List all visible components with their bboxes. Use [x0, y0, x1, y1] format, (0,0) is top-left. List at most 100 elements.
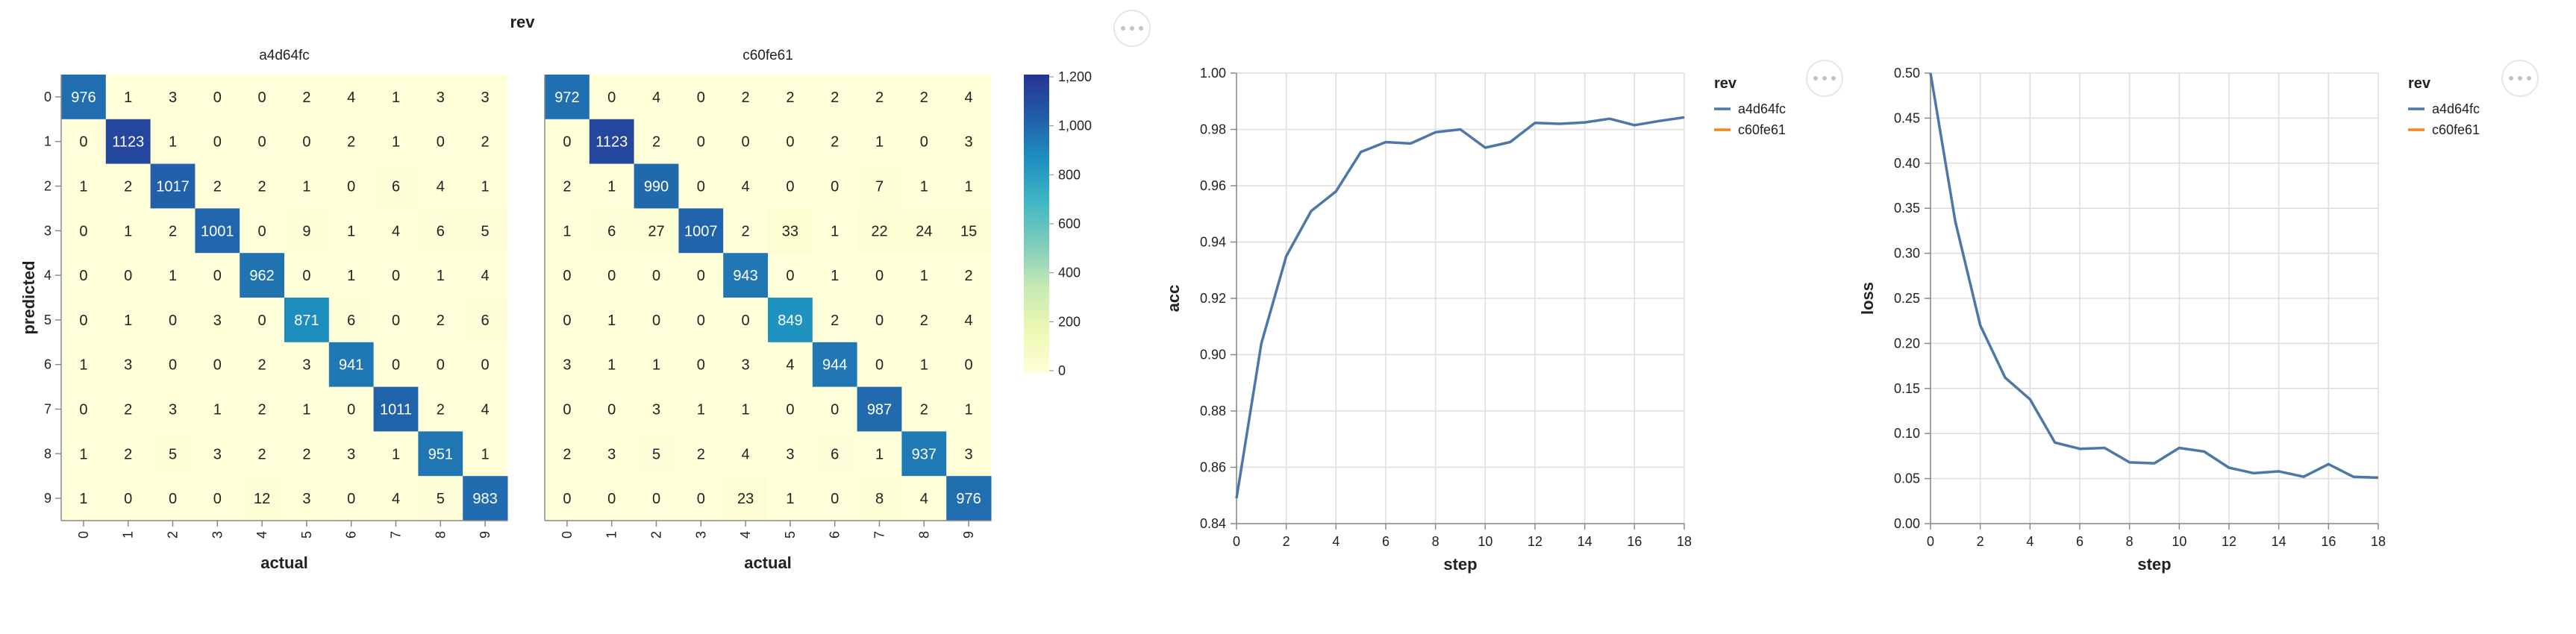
heatmap-cell [284, 386, 330, 432]
heatmap-cell [634, 342, 679, 388]
heatmap-cell [373, 431, 419, 477]
facet-title: a4d64fc [259, 48, 310, 63]
y-axis-title: acc [1164, 285, 1183, 313]
x-tick-label: 6 [344, 531, 359, 539]
acc-more-button[interactable] [1806, 60, 1843, 97]
y-tick-label: 0.15 [1894, 381, 1920, 396]
heatmap-cell [678, 119, 724, 165]
x-tick-label: 8 [2126, 534, 2133, 549]
heatmap-cell [857, 119, 902, 165]
heatmap-cell [463, 298, 508, 343]
heatmap-cell [901, 431, 947, 477]
cell-value-label: 0 [831, 402, 839, 418]
heatmap-cell [328, 476, 375, 521]
x-tick-label: 0 [560, 531, 575, 539]
heatmap-cell [284, 476, 330, 521]
heatmap-cell [634, 208, 679, 254]
heatmap-cell [946, 75, 992, 120]
cell-value-label: 24 [916, 223, 932, 239]
heatmap-cell [463, 75, 508, 120]
heatmap-cell [150, 75, 196, 120]
loss-more-button[interactable] [2501, 60, 2539, 97]
cell-value-label: 0 [786, 179, 794, 195]
cell-value-label: 1 [831, 268, 839, 284]
heatmap-cell [589, 119, 635, 165]
heatmap-cell [373, 476, 419, 521]
cell-value-label: 2 [169, 223, 177, 239]
heatmap-cell [545, 163, 590, 209]
x-tick-label: 2 [166, 531, 181, 539]
cell-value-label: 4 [965, 313, 973, 329]
cell-value-label: 941 [339, 357, 363, 374]
cell-value-label: 4 [392, 491, 400, 507]
legend-label: a4d64fc [1738, 101, 1786, 116]
y-tick-label: 0.96 [1200, 178, 1226, 193]
heatmap-cell [328, 208, 375, 254]
heatmap-cell [105, 386, 151, 432]
cell-value-label: 1011 [380, 402, 412, 418]
heatmap-cell [61, 298, 107, 343]
cm-more-button[interactable] [1113, 10, 1151, 47]
chart-title: rev [510, 13, 535, 31]
heatmap-cell [284, 342, 330, 388]
cell-value-label: 1 [437, 268, 445, 284]
x-tick-label: 10 [2172, 534, 2186, 549]
cell-value-label: 990 [644, 179, 669, 195]
legend-tick-label: 0 [1058, 363, 1066, 378]
cell-value-label: 0 [742, 313, 750, 329]
cell-value-label: 2 [697, 446, 705, 462]
cell-value-label: 1 [79, 491, 87, 507]
y-tick-label: 0.10 [1894, 426, 1920, 441]
cell-value-label: 12 [254, 491, 270, 507]
x-tick-label: 2 [1283, 534, 1290, 549]
cell-value-label: 1 [79, 357, 87, 374]
cell-value-label: 1 [392, 134, 400, 151]
y-tick-label: 2 [44, 179, 51, 194]
x-tick-label: 14 [1578, 534, 1592, 549]
heatmap-cell [105, 476, 151, 521]
heatmap-cell [240, 119, 285, 165]
x-tick-label: 9 [961, 531, 976, 539]
cell-value-label: 1 [965, 179, 973, 195]
cell-value-label: 0 [124, 268, 132, 284]
cell-value-label: 3 [437, 90, 445, 106]
cell-value-label: 0 [258, 313, 266, 329]
x-tick-label: 10 [1478, 534, 1492, 549]
x-tick-label: 12 [1528, 534, 1542, 549]
cell-value-label: 22 [871, 223, 887, 239]
heatmap-cell [150, 476, 196, 521]
cell-value-label: 0 [563, 268, 571, 284]
heatmap-cell [328, 75, 375, 120]
heatmap-cell [240, 253, 285, 298]
cell-value-label: 4 [742, 446, 750, 462]
cell-value-label: 0 [563, 491, 571, 507]
x-tick-label: 6 [2076, 534, 2083, 549]
x-tick-label: 16 [1627, 534, 1642, 549]
heatmap-cell [946, 342, 992, 388]
x-tick-label: 0 [76, 531, 91, 539]
heatmap-cell [857, 476, 902, 521]
heatmap-cell [901, 119, 947, 165]
x-tick-label: 7 [389, 531, 404, 539]
cell-value-label: 2 [831, 134, 839, 151]
heatmap-cell [812, 386, 858, 432]
heatmap-cell [418, 431, 463, 477]
heatmap-cell [463, 208, 508, 254]
heatmap-cell [61, 163, 107, 209]
heatmap-cell [634, 431, 679, 477]
heatmap-cell [105, 75, 151, 120]
x-axis-title: actual [260, 553, 308, 572]
y-tick-label: 0.20 [1894, 336, 1920, 351]
cell-value-label: 0 [563, 402, 571, 418]
heatmap-cell [284, 208, 330, 254]
heatmap-cell [150, 119, 196, 165]
cell-value-label: 2 [258, 446, 266, 462]
heatmap-cell [812, 75, 858, 120]
cell-value-label: 1 [697, 402, 705, 418]
cell-value-label: 1 [965, 402, 973, 418]
y-tick-label: 7 [44, 402, 51, 417]
heatmap-cell [150, 386, 196, 432]
heatmap-cell [901, 386, 947, 432]
heatmap-cell [463, 431, 508, 477]
